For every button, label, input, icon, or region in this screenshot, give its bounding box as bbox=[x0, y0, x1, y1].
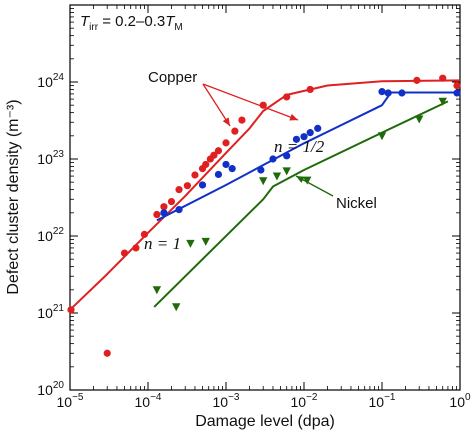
x-tick-label: 10−1 bbox=[369, 392, 396, 410]
marker-series-1 bbox=[283, 152, 291, 160]
y-tick-label: 1021 bbox=[37, 303, 64, 321]
condition-label: Tirr = 0.2–0.3TM bbox=[80, 13, 183, 33]
minor-ticks bbox=[70, 5, 460, 390]
fit-line-2 bbox=[153, 100, 449, 308]
marker-series-2 bbox=[282, 167, 291, 176]
marker-series-1 bbox=[198, 181, 207, 189]
marker-series-0 bbox=[160, 203, 168, 211]
marker-series-0 bbox=[191, 171, 199, 179]
marker-series-2 bbox=[186, 239, 195, 248]
marker-series-0 bbox=[153, 210, 161, 219]
y-tick-label: 1020 bbox=[37, 380, 64, 398]
marker-series-2 bbox=[303, 176, 312, 185]
marker-series-1 bbox=[269, 155, 277, 163]
marker-series-2 bbox=[377, 132, 387, 141]
marker-series-0 bbox=[439, 74, 447, 82]
y-tick-label: 1024 bbox=[37, 72, 64, 90]
marker-series-0 bbox=[175, 186, 183, 194]
marker-series-1 bbox=[453, 89, 461, 97]
annotation-arrows bbox=[202, 83, 334, 197]
copper-arrow-blue bbox=[202, 83, 299, 121]
marker-series-0 bbox=[202, 160, 210, 169]
x-tick-label: 10−2 bbox=[291, 392, 318, 410]
marker-series-0 bbox=[67, 306, 75, 314]
x-tick-label: 10−3 bbox=[213, 392, 240, 410]
x-axis-title: Damage level (dpa) bbox=[195, 413, 335, 430]
x-tick-label: 10−5 bbox=[57, 392, 84, 410]
marker-series-2 bbox=[201, 237, 210, 246]
x-tick-labels: 10−5 10−4 10−3 10−2 10−1 100 bbox=[57, 392, 472, 410]
marker-series-1 bbox=[384, 89, 392, 97]
copper-arrow-blue-head bbox=[289, 113, 298, 121]
marker-series-1 bbox=[160, 209, 168, 217]
marker-series-1 bbox=[398, 89, 406, 97]
y-tick-labels: 1020 1021 1022 1023 1024 bbox=[37, 72, 64, 398]
marker-series-0 bbox=[453, 81, 461, 90]
marker-series-1 bbox=[314, 124, 322, 132]
marker-series-1 bbox=[306, 129, 314, 137]
nickel-label: Nickel bbox=[336, 195, 377, 212]
nickel-arrow-head bbox=[296, 176, 305, 183]
y-tick-label: 1023 bbox=[37, 149, 64, 167]
marker-series-2 bbox=[259, 177, 268, 186]
marker-series-1 bbox=[378, 88, 386, 96]
marker-series-0 bbox=[183, 182, 192, 190]
marker-series-1 bbox=[292, 135, 301, 143]
marker-series-1 bbox=[222, 160, 230, 169]
copper-arrow-red-head bbox=[222, 117, 230, 126]
copper-label: Copper bbox=[148, 69, 197, 86]
marker-series-0 bbox=[306, 85, 314, 94]
marker-series-0 bbox=[167, 197, 176, 206]
slope-one-label: n = 1 bbox=[144, 234, 181, 253]
marker-series-0 bbox=[132, 244, 140, 252]
marker-series-2 bbox=[172, 303, 181, 312]
marker-series-2 bbox=[415, 115, 424, 124]
marker-series-0 bbox=[120, 249, 129, 257]
major-ticks bbox=[69, 4, 461, 391]
slope-half-label: n = 1/2 bbox=[274, 137, 325, 156]
marker-series-2 bbox=[438, 97, 447, 106]
copper-arrow-red bbox=[202, 83, 231, 127]
marker-series-0 bbox=[140, 230, 149, 238]
y-axis-title: Defect cluster density (m⁻³) bbox=[5, 99, 22, 294]
x-tick-label: 100 bbox=[449, 392, 471, 410]
marker-series-0 bbox=[231, 127, 239, 135]
marker-series-0 bbox=[210, 151, 218, 159]
marker-series-1 bbox=[257, 166, 265, 174]
marker-series-0 bbox=[103, 349, 111, 357]
marker-series-2 bbox=[152, 286, 162, 295]
marker-series-1 bbox=[175, 206, 183, 214]
marker-series-1 bbox=[228, 165, 236, 173]
marker-series-1 bbox=[300, 133, 308, 141]
marker-series-0 bbox=[413, 76, 421, 84]
x-tick-label: 10−4 bbox=[135, 392, 162, 410]
marker-series-0 bbox=[222, 139, 230, 147]
marker-series-2 bbox=[272, 172, 282, 181]
y-tick-label: 1022 bbox=[37, 226, 64, 244]
marker-series-0 bbox=[283, 93, 291, 101]
marker-series-0 bbox=[238, 116, 246, 124]
marker-series-0 bbox=[214, 147, 223, 155]
marker-series-1 bbox=[214, 170, 223, 179]
